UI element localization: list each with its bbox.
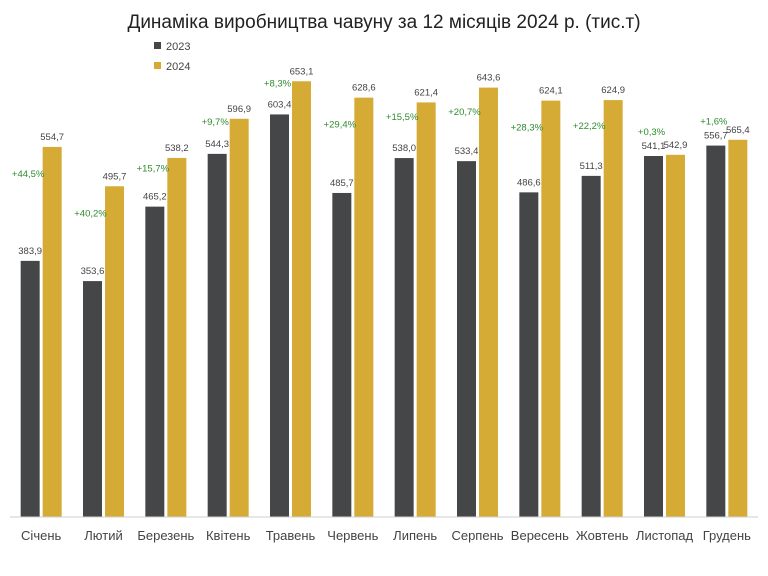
bar-2023-7 [457,161,476,517]
data-label-2024-3: 596,9 [227,104,251,115]
bar-2024-0 [42,146,62,518]
x-tick-label-0: Січень [21,528,61,543]
data-label-2024-1: 495,7 [103,171,127,182]
data-label-2023-3: 544,3 [205,139,229,150]
x-tick-label-3: Квітень [206,528,251,543]
bar-2023-10 [644,155,663,517]
x-tick-label-5: Червень [327,528,378,543]
change-label-2: +15,7% [137,164,170,175]
x-tick-label-1: Лютий [84,528,122,543]
x-tick-label-8: Вересень [511,528,569,543]
data-label-2023-5: 485,7 [330,178,354,189]
change-label-4: +8,3% [264,79,292,90]
data-label-2024-0: 554,7 [40,132,64,143]
data-label-2023-2: 465,2 [143,192,167,203]
x-tick-label-7: Серпень [451,528,503,543]
change-label-5: +29,4% [324,120,357,131]
bar-2024-1 [105,186,124,517]
data-label-2023-6: 538,0 [392,143,416,154]
legend-swatch-2023 [154,42,161,49]
chart-title: Динаміка виробництва чавуну за 12 місяці… [127,12,641,33]
change-label-9: +22,2% [573,121,606,132]
bar-2023-0 [20,260,40,517]
data-label-2023-7: 533,4 [455,146,479,157]
bar-2024-6 [416,102,436,517]
x-tick-label-2: Березень [137,528,194,543]
change-label-1: +40,2% [74,208,107,219]
data-label-2024-7: 643,6 [477,73,501,84]
bar-2023-4 [270,114,289,517]
change-label-8: +28,3% [511,123,544,134]
data-label-2024-11: 565,4 [726,125,750,136]
legend-swatch-2024 [154,62,161,69]
data-label-2023-8: 486,6 [517,177,541,188]
data-label-2024-5: 628,6 [352,83,376,94]
bar-2024-4 [292,81,311,517]
change-label-6: +15,5% [386,112,419,123]
bar-2023-2 [145,206,165,517]
data-label-2023-10: 541,1 [642,141,666,152]
data-label-2023-4: 603,4 [268,99,292,110]
data-label-2024-10: 542,9 [664,140,688,151]
x-tick-label-11: Грудень [703,528,751,543]
legend-label-2024: 2024 [166,61,190,73]
change-label-7: +20,7% [448,107,481,118]
x-tick-label-6: Липень [393,528,437,543]
bar-2023-3 [207,153,227,517]
bar-2023-11 [706,145,726,517]
change-label-0: +44,5% [12,169,45,180]
bar-2024-10 [666,154,685,517]
x-tick-label-9: Жовтень [576,528,629,543]
data-label-2024-8: 624,1 [539,86,563,97]
data-label-2023-0: 383,9 [18,246,42,257]
data-label-2023-11: 556,7 [704,131,728,142]
bar-series-group: 383,9 554,7 +44,5% 353,6 495,7 +40,2% 465,2 538… [12,66,750,518]
data-label-2024-2: 538,2 [165,143,189,154]
bar-2023-1 [83,281,102,517]
bar-2023-8 [519,192,539,517]
legend-label-2023: 2023 [166,41,190,53]
chart-legend: 2023 2024 [154,41,190,73]
data-label-2024-6: 621,4 [414,87,438,98]
bar-2024-8 [541,100,561,517]
bar-2023-6 [394,158,414,517]
data-label-2023-1: 353,6 [81,266,105,277]
x-tick-label-10: Листопад [636,528,694,543]
x-axis-tick-labels: Січень Лютий Березень Квітень Травень Червень… [21,528,751,543]
change-label-10: +0,3% [638,127,666,138]
data-label-2023-9: 511,3 [580,161,603,172]
data-label-2024-9: 624,9 [601,85,625,96]
bar-2024-11 [728,139,748,517]
bar-2024-5 [354,97,374,517]
bar-2024-3 [229,118,249,517]
bar-2024-9 [603,100,623,517]
bar-2023-5 [332,192,352,517]
bar-2023-9 [581,175,601,517]
change-label-11: +1,6% [700,117,728,128]
x-tick-label-4: Травень [266,528,316,543]
data-label-2024-4: 653,1 [290,66,314,77]
bar-2024-2 [167,157,187,517]
bar-2024-7 [479,87,498,518]
change-label-3: +9,7% [202,117,230,128]
